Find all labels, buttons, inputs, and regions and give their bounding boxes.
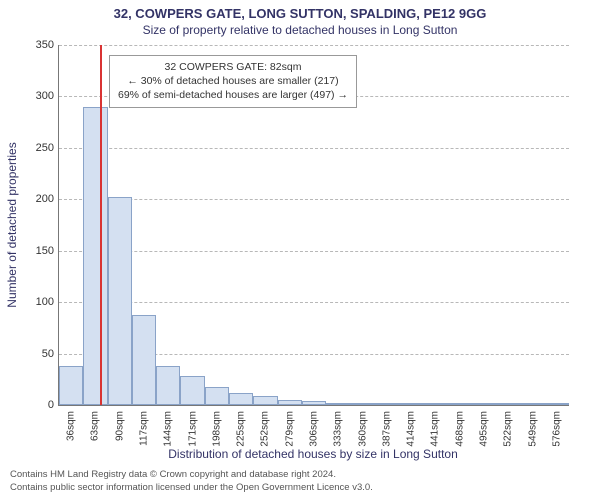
chart-container: 32, COWPERS GATE, LONG SUTTON, SPALDING,… — [0, 0, 600, 500]
histogram-bar — [350, 403, 374, 405]
x-tick-label: 225sqm — [236, 411, 247, 447]
x-tick-label: 90sqm — [114, 411, 125, 441]
annotation-line: ← 30% of detached houses are smaller (21… — [118, 74, 348, 88]
chart-title-sub: Size of property relative to detached ho… — [0, 21, 600, 37]
histogram-bar — [59, 366, 83, 405]
histogram-bar — [180, 376, 204, 405]
x-tick-label: 522sqm — [503, 411, 514, 447]
histogram-bar — [108, 197, 132, 405]
histogram-bar — [205, 387, 229, 406]
histogram-bar — [472, 403, 496, 405]
histogram-bar — [496, 403, 520, 405]
x-tick-label: 306sqm — [309, 411, 320, 447]
histogram-bar — [132, 315, 156, 406]
credits-line-1: Contains HM Land Registry data © Crown c… — [10, 469, 373, 481]
y-axis-title: Number of detached properties — [5, 142, 19, 307]
annotation-line: 69% of semi-detached houses are larger (… — [118, 88, 348, 102]
x-tick-label: 198sqm — [211, 411, 222, 447]
credits-line-2: Contains public sector information licen… — [10, 482, 373, 494]
x-tick-label: 63sqm — [90, 411, 101, 441]
x-tick-label: 549sqm — [527, 411, 538, 447]
gridline — [59, 302, 569, 303]
histogram-bar — [156, 366, 180, 405]
x-tick-label: 576sqm — [551, 411, 562, 447]
marker-line — [100, 45, 102, 405]
x-tick-label: 495sqm — [479, 411, 490, 447]
x-tick-label: 117sqm — [139, 411, 150, 446]
x-tick-label: 144sqm — [163, 411, 174, 447]
histogram-bar — [83, 107, 107, 405]
histogram-bar — [448, 403, 472, 405]
histogram-bar — [423, 403, 447, 405]
x-tick-label: 414sqm — [406, 411, 417, 447]
chart-title-main: 32, COWPERS GATE, LONG SUTTON, SPALDING,… — [0, 0, 600, 21]
credits-block: Contains HM Land Registry data © Crown c… — [10, 469, 373, 494]
y-tick-label: 300 — [22, 90, 54, 102]
y-tick-label: 150 — [22, 245, 54, 257]
y-tick-label: 250 — [22, 142, 54, 154]
histogram-bar — [399, 403, 423, 405]
x-tick-label: 360sqm — [357, 411, 368, 447]
histogram-bar — [229, 393, 253, 405]
histogram-bar — [375, 403, 399, 405]
y-tick-label: 100 — [22, 296, 54, 308]
chart-plot-area: 36sqm63sqm90sqm117sqm144sqm171sqm198sqm2… — [58, 45, 568, 405]
x-tick-label: 171sqm — [187, 411, 198, 447]
x-tick-label: 252sqm — [260, 411, 271, 447]
gridline — [59, 45, 569, 46]
y-tick-label: 350 — [22, 39, 54, 51]
y-tick-label: 200 — [22, 193, 54, 205]
histogram-bar — [302, 401, 326, 405]
x-tick-label: 468sqm — [454, 411, 465, 447]
histogram-bar — [253, 396, 277, 405]
histogram-bar — [326, 403, 350, 405]
plot-region: 36sqm63sqm90sqm117sqm144sqm171sqm198sqm2… — [58, 45, 569, 406]
histogram-bar — [520, 403, 544, 405]
y-tick-label: 0 — [22, 399, 54, 411]
gridline — [59, 199, 569, 200]
x-tick-label: 36sqm — [66, 411, 77, 441]
gridline — [59, 148, 569, 149]
histogram-bar — [278, 400, 302, 405]
y-tick-label: 50 — [22, 348, 54, 360]
gridline — [59, 251, 569, 252]
x-tick-label: 387sqm — [381, 411, 392, 447]
x-tick-label: 441sqm — [430, 411, 441, 447]
x-tick-label: 279sqm — [284, 411, 295, 447]
x-axis-title: Distribution of detached houses by size … — [168, 447, 458, 461]
annotation-line: 32 COWPERS GATE: 82sqm — [118, 60, 348, 74]
histogram-bar — [545, 403, 569, 405]
x-tick-label: 333sqm — [333, 411, 344, 447]
annotation-box: 32 COWPERS GATE: 82sqm← 30% of detached … — [109, 55, 357, 108]
